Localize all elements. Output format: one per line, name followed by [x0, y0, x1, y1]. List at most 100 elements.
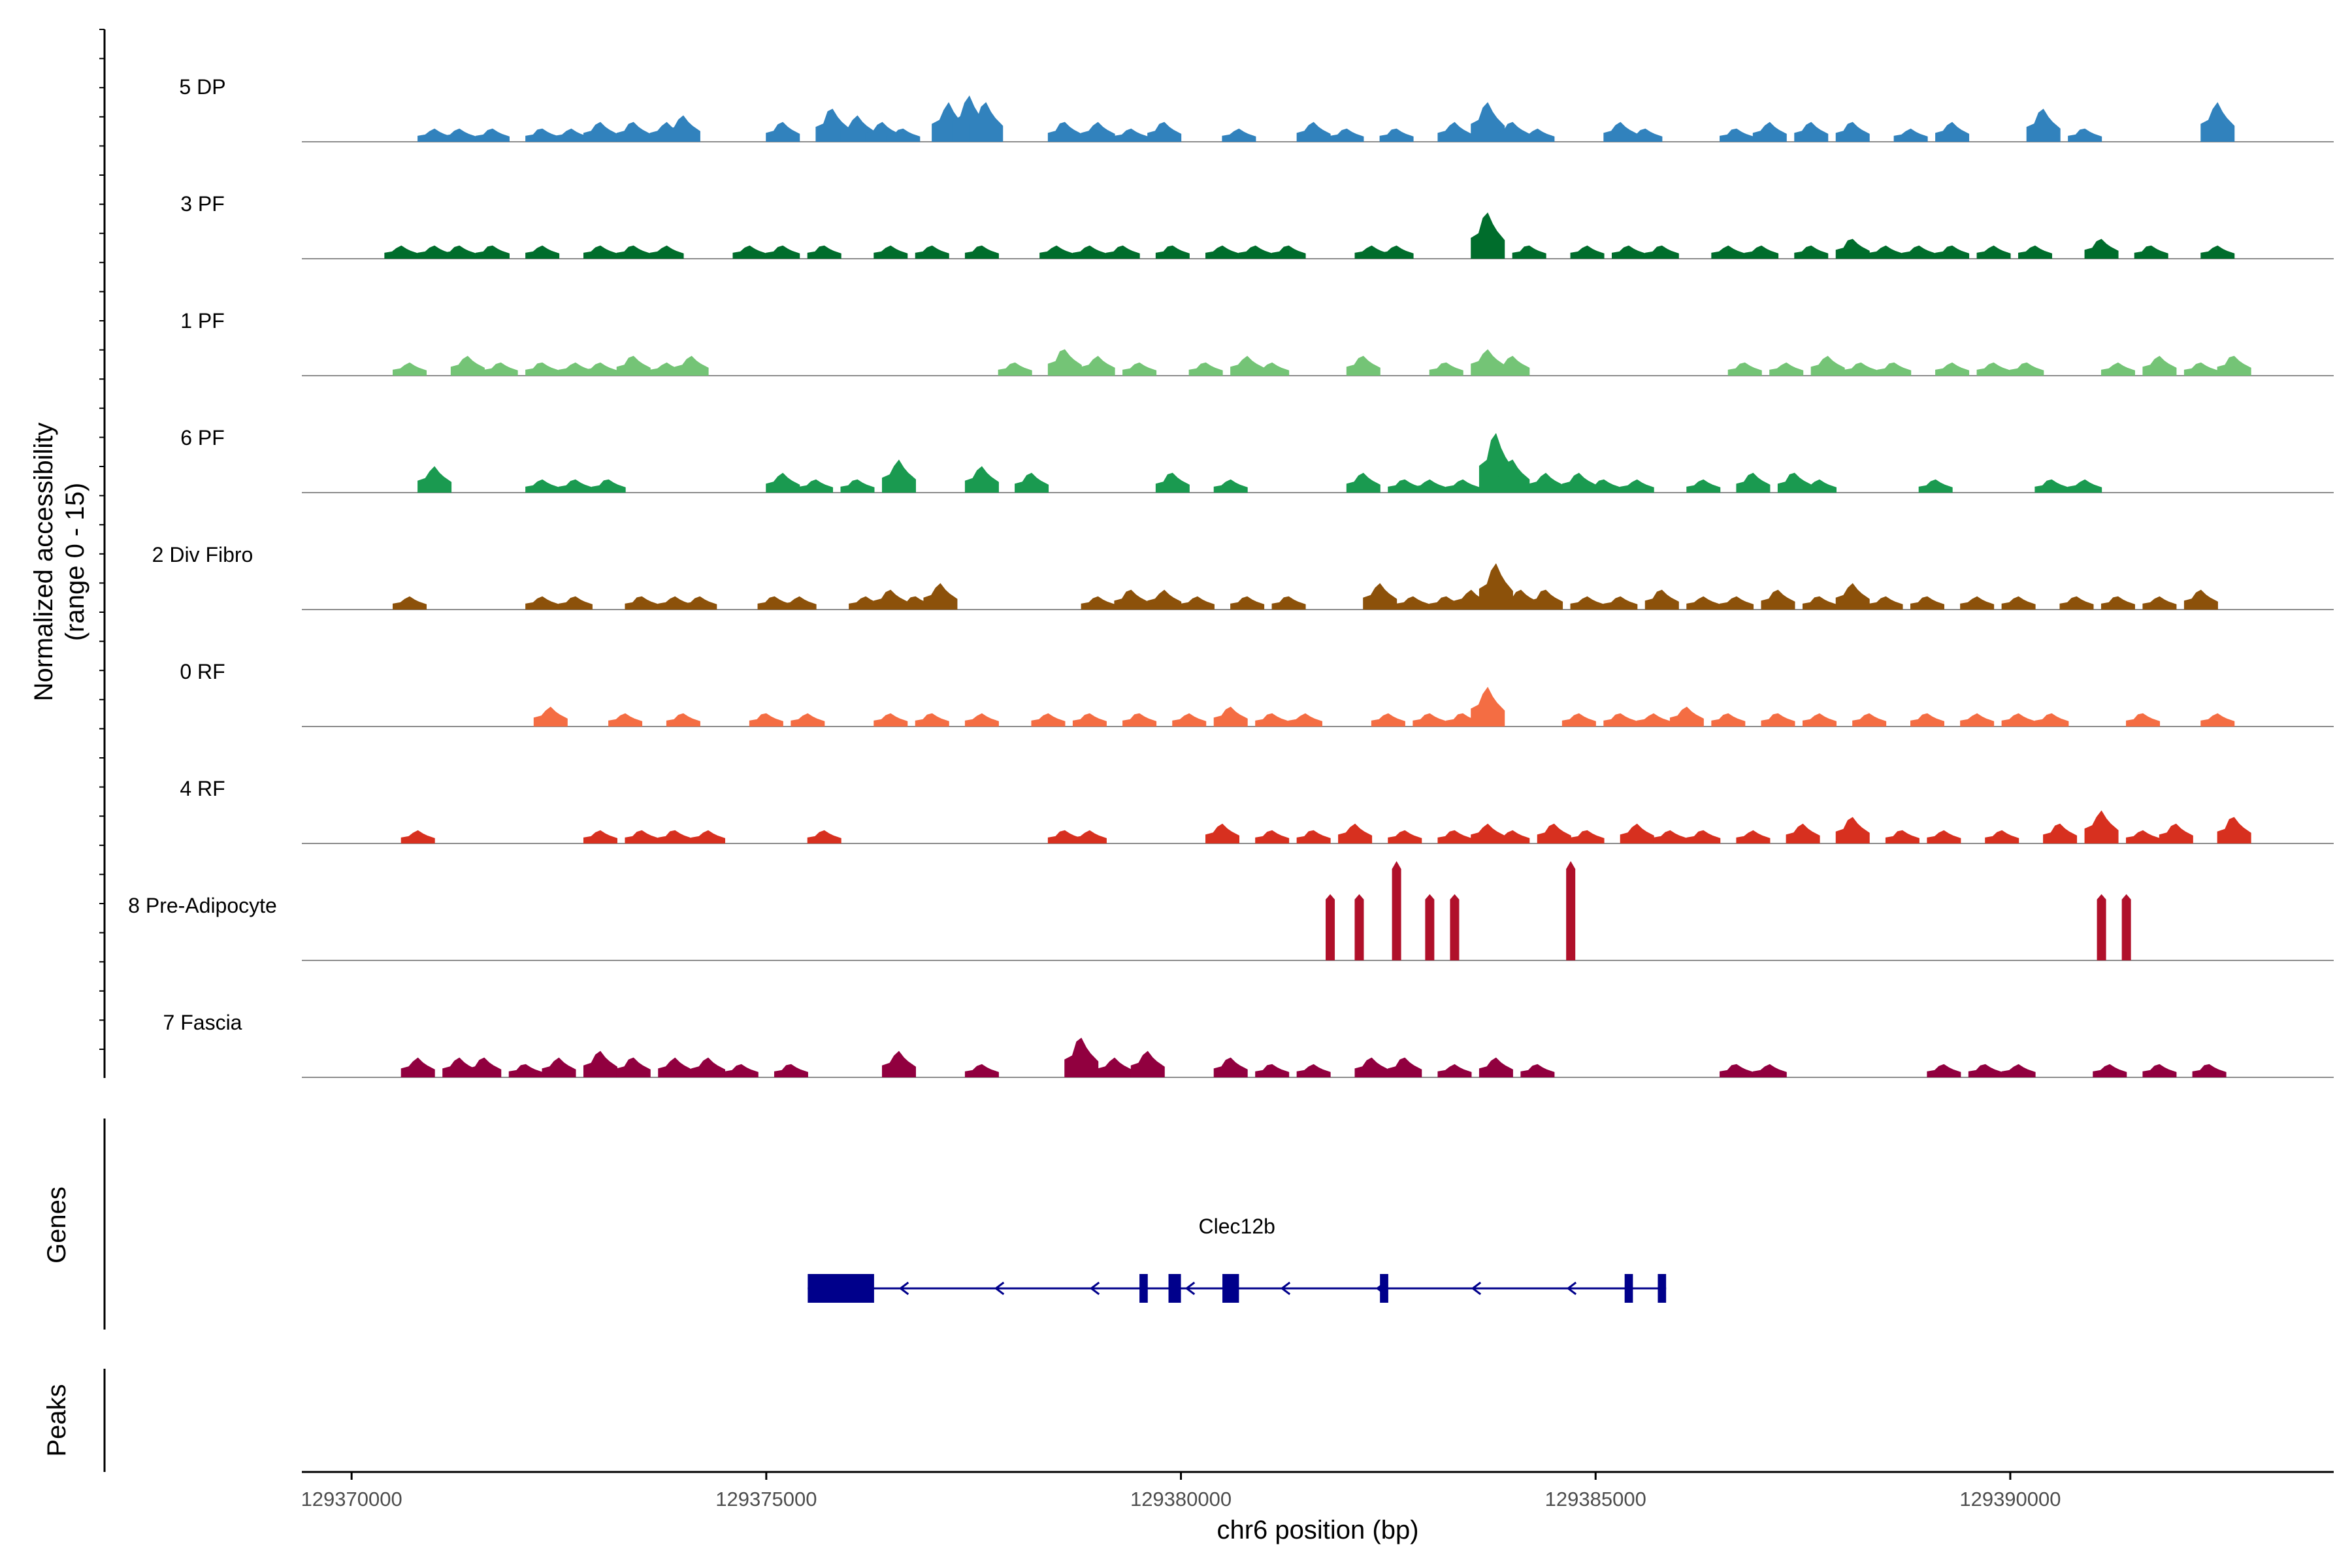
coverage-peak	[1628, 128, 1663, 142]
coverage-peak	[1180, 596, 1215, 610]
genes-panel-label: Genes	[42, 1186, 71, 1264]
track-7-fascia: 7 Fascia	[163, 1011, 2334, 1078]
coverage-peak	[1064, 1037, 1099, 1077]
coverage-peak	[1586, 479, 1621, 493]
coverage-peak	[1222, 128, 1256, 142]
coverage-peak	[1354, 1057, 1389, 1077]
coverage-peak	[616, 245, 651, 259]
coverage-peak	[1047, 122, 1082, 142]
coverage-peak	[1346, 355, 1380, 376]
coverage-peak	[2026, 108, 2061, 142]
coverage-peak	[1288, 713, 1322, 727]
coverage-peak	[1802, 479, 1837, 493]
coverage-peak	[2134, 245, 2168, 259]
coverage-peak	[2043, 823, 2078, 843]
coverage-peak	[1425, 894, 1435, 960]
coverage-peak	[1711, 713, 1746, 727]
coverage-peak	[1869, 245, 1903, 259]
coverage-peak	[1105, 245, 1140, 259]
coverage-peak	[1255, 830, 1290, 843]
track-label: 4 RF	[180, 777, 225, 800]
coverage-peak	[2142, 1064, 2177, 1077]
coverage-peak	[393, 362, 427, 376]
peaks-panel-label: Peaks	[42, 1384, 71, 1456]
track-0-rf: 0 RF	[180, 660, 2334, 727]
coverage-peak	[1205, 245, 1240, 259]
coverage-peak	[525, 596, 560, 610]
coverage-peak	[766, 472, 800, 493]
coverage-peak	[558, 479, 593, 493]
coverage-peak	[1413, 713, 1447, 727]
coverage-peak	[1794, 122, 1829, 142]
coverage-peak	[2183, 589, 2218, 610]
coverage-peak	[799, 479, 834, 493]
coverage-peak	[2200, 245, 2235, 259]
coverage-peak	[2018, 245, 2053, 259]
coverage-peak	[384, 245, 419, 259]
coverage-peak	[2217, 355, 2251, 376]
track-3-pf: 3 PF	[180, 192, 2334, 259]
coverage-peak	[393, 596, 427, 610]
coverage-peak	[1346, 472, 1380, 493]
coverage-peak	[1968, 1064, 2002, 1077]
coverage-peak	[475, 128, 510, 142]
coverage-peak	[583, 1051, 617, 1077]
x-tick-label: 129370000	[301, 1488, 402, 1511]
track-4-rf: 4 RF	[180, 777, 2334, 844]
coverage-peak	[1711, 245, 1746, 259]
strand-arrow	[1471, 1281, 1482, 1296]
coverage-peak	[583, 830, 617, 843]
gene-name-label: Clec12b	[1199, 1215, 1275, 1238]
coverage-peak	[2126, 713, 2161, 727]
coverage-peak	[1935, 122, 1970, 142]
coverage-peak	[1354, 894, 1364, 960]
coverage-peak	[442, 128, 477, 142]
coverage-peak	[2001, 596, 2036, 610]
coverage-peak	[1255, 713, 1290, 727]
track-label: 6 PF	[180, 426, 225, 449]
coverage-peak	[1338, 823, 1373, 843]
coverage-peak	[1413, 479, 1447, 493]
x-axis-ticks: 129370000 129375000 129380000 129385000 1293…	[301, 1472, 2061, 1511]
accessibility-axis-title-line2: (range 0 - 15)	[61, 483, 90, 641]
track-2-div-fibro: 2 Div Fibro	[152, 543, 2334, 610]
coverage-peak	[1039, 245, 1074, 259]
coverage-peak	[1098, 1057, 1132, 1077]
coverage-peak	[467, 1057, 502, 1077]
coverage-peak	[1450, 894, 1460, 960]
coverage-peak	[1429, 362, 1463, 376]
coverage-peak	[1603, 596, 1638, 610]
coverage-peak	[1437, 122, 1472, 142]
coverage-peak	[1529, 589, 1563, 610]
coverage-peak	[1081, 122, 1115, 142]
coverage-peak	[881, 459, 916, 493]
coverage-peak	[583, 245, 617, 259]
coverage-peak	[1363, 583, 1397, 610]
coverage-peak	[2142, 355, 2177, 376]
track-label: 2 Div Fibro	[152, 543, 253, 566]
coverage-peak	[1015, 472, 1049, 493]
coverage-peak	[1388, 1057, 1422, 1077]
coverage-peak	[2121, 894, 2131, 960]
track-label: 7 Fascia	[163, 1011, 242, 1034]
coverage-peak	[1761, 589, 1795, 610]
coverage-peak	[1379, 128, 1414, 142]
coverage-peak	[2097, 894, 2106, 960]
strand-arrow	[1184, 1281, 1196, 1296]
gene-exon	[1658, 1274, 1667, 1303]
coverage-peak	[1081, 355, 1115, 376]
coverage-peak	[964, 1064, 999, 1077]
track-6-pf: 6 PF	[180, 426, 2334, 493]
coverage-peak	[1570, 245, 1605, 259]
gene-exon	[1168, 1274, 1181, 1303]
coverage-peak	[1810, 355, 1845, 376]
track-1-pf: 1 PF	[180, 309, 2334, 376]
coverage-peak	[1935, 245, 1970, 259]
coverage-peak	[1653, 830, 1688, 843]
coverage-peak	[969, 102, 1004, 142]
coverage-peak	[1744, 245, 1779, 259]
coverage-peak	[807, 245, 841, 259]
coverage-peak	[2084, 238, 2119, 259]
coverage-peak	[525, 245, 560, 259]
coverage-peak	[1326, 894, 1335, 960]
